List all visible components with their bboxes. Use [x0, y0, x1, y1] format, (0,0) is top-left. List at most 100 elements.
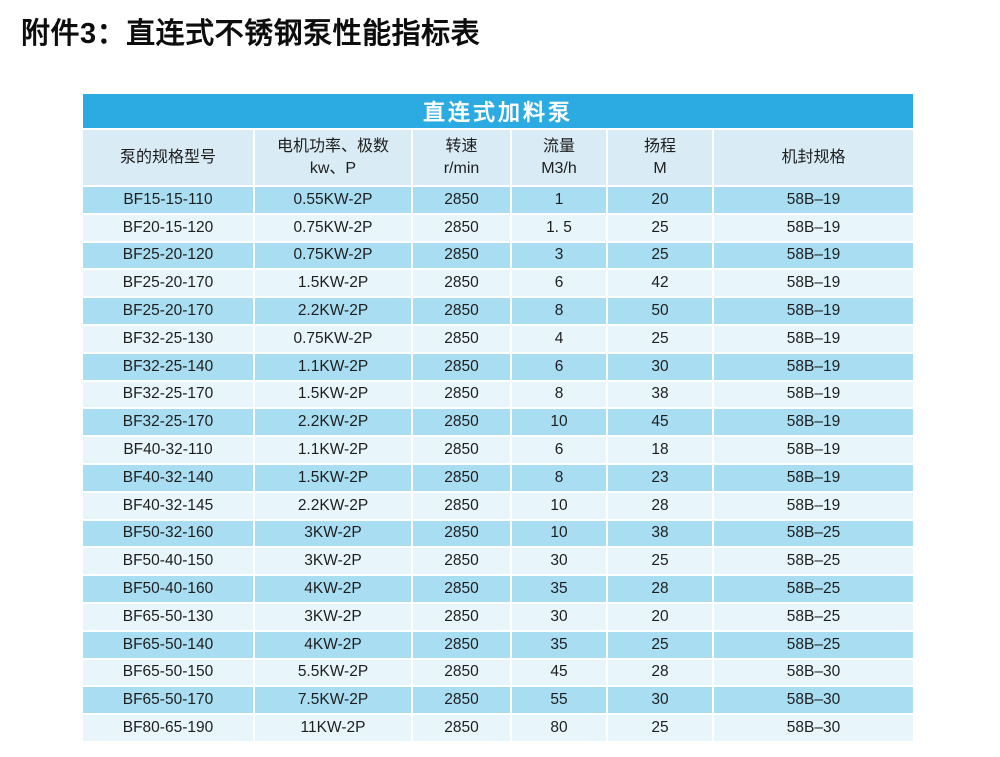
- cell-power: 1.5KW-2P: [255, 381, 411, 408]
- cell-flow: 1: [512, 187, 606, 213]
- cell-power: 3KW-2P: [255, 520, 411, 547]
- cell-head: 25: [608, 715, 712, 741]
- column-header-label: 扬程: [643, 137, 676, 155]
- cell-head: 25: [608, 242, 712, 269]
- cell-speed: 2850: [413, 409, 510, 436]
- cell-head: 38: [608, 520, 712, 547]
- cell-power: 3KW-2P: [255, 603, 411, 630]
- cell-seal: 58B–25: [714, 576, 913, 602]
- cell-model: BF50-40-160: [83, 576, 253, 602]
- cell-speed: 2850: [413, 325, 510, 352]
- cell-power: 2.2KW-2P: [255, 409, 411, 436]
- cell-power: 11KW-2P: [255, 715, 411, 741]
- column-header-sublabel: M: [653, 159, 667, 177]
- cell-head: 25: [608, 325, 712, 352]
- cell-power: 0.55KW-2P: [255, 187, 411, 213]
- cell-flow: 8: [512, 298, 606, 324]
- cell-speed: 2850: [413, 242, 510, 269]
- cell-speed: 2850: [413, 270, 510, 297]
- cell-flow: 10: [512, 492, 606, 519]
- cell-seal: 58B–25: [714, 548, 913, 575]
- cell-power: 1.5KW-2P: [255, 270, 411, 297]
- cell-head: 25: [608, 548, 712, 575]
- cell-seal: 58B–25: [714, 603, 913, 630]
- cell-flow: 80: [512, 715, 606, 741]
- cell-model: BF40-32-145: [83, 492, 253, 519]
- cell-seal: 58B–19: [714, 353, 913, 380]
- cell-flow: 35: [512, 631, 606, 658]
- cell-flow: 6: [512, 353, 606, 380]
- cell-power: 0.75KW-2P: [255, 242, 411, 269]
- column-header-sublabel: r/min: [443, 159, 480, 177]
- cell-speed: 2850: [413, 687, 510, 714]
- cell-speed: 2850: [413, 492, 510, 519]
- cell-speed: 2850: [413, 603, 510, 630]
- cell-power: 4KW-2P: [255, 576, 411, 602]
- cell-power: 5.5KW-2P: [255, 659, 411, 686]
- cell-seal: 58B–19: [714, 242, 913, 269]
- page-title: 附件3：直连式不锈钢泵性能指标表: [21, 18, 481, 50]
- cell-seal: 58B–30: [714, 659, 913, 686]
- cell-flow: 6: [512, 270, 606, 297]
- cell-speed: 2850: [413, 520, 510, 547]
- cell-power: 2.2KW-2P: [255, 298, 411, 324]
- cell-seal: 58B–19: [714, 464, 913, 491]
- cell-head: 25: [608, 631, 712, 658]
- cell-model: BF25-20-170: [83, 270, 253, 297]
- cell-seal: 58B–19: [714, 214, 913, 241]
- column-header-power: 电机功率、极数 kw、P: [255, 130, 411, 185]
- cell-head: 20: [608, 187, 712, 213]
- column-header-speed: 转速 r/min: [413, 130, 510, 185]
- column-header-label: 转速: [445, 137, 478, 155]
- cell-flow: 8: [512, 464, 606, 491]
- cell-head: 45: [608, 409, 712, 436]
- cell-model: BF32-25-170: [83, 381, 253, 408]
- cell-head: 50: [608, 298, 712, 324]
- cell-speed: 2850: [413, 576, 510, 602]
- cell-seal: 58B–30: [714, 687, 913, 714]
- cell-flow: 1. 5: [512, 214, 606, 241]
- cell-speed: 2850: [413, 715, 510, 741]
- cell-flow: 35: [512, 576, 606, 602]
- column-header-label: 泵的规格型号: [119, 148, 216, 166]
- cell-model: BF32-25-170: [83, 409, 253, 436]
- cell-head: 28: [608, 492, 712, 519]
- cell-seal: 58B–19: [714, 187, 913, 213]
- cell-seal: 58B–19: [714, 381, 913, 408]
- cell-seal: 58B–19: [714, 298, 913, 324]
- cell-seal: 58B–19: [714, 270, 913, 297]
- cell-power: 0.75KW-2P: [255, 214, 411, 241]
- pump-spec-table: 直连式加料泵 泵的规格型号 电机功率、极数 kw、P 转速 r/min 流量 M3/h 扬程 M…: [83, 94, 913, 741]
- cell-seal: 58B–19: [714, 437, 913, 463]
- cell-speed: 2850: [413, 298, 510, 324]
- cell-head: 18: [608, 437, 712, 463]
- cell-speed: 2850: [413, 187, 510, 213]
- cell-power: 1.5KW-2P: [255, 464, 411, 491]
- cell-model: BF80-65-190: [83, 715, 253, 741]
- cell-model: BF15-15-110: [83, 187, 253, 213]
- cell-speed: 2850: [413, 464, 510, 491]
- cell-power: 1.1KW-2P: [255, 437, 411, 463]
- cell-head: 28: [608, 659, 712, 686]
- cell-model: BF40-32-110: [83, 437, 253, 463]
- cell-flow: 4: [512, 325, 606, 352]
- cell-speed: 2850: [413, 214, 510, 241]
- cell-model: BF65-50-170: [83, 687, 253, 714]
- cell-flow: 8: [512, 381, 606, 408]
- cell-power: 7.5KW-2P: [255, 687, 411, 714]
- cell-power: 4KW-2P: [255, 631, 411, 658]
- cell-speed: 2850: [413, 659, 510, 686]
- cell-seal: 58B–25: [714, 631, 913, 658]
- cell-head: 20: [608, 603, 712, 630]
- cell-seal: 58B–30: [714, 715, 913, 741]
- column-header-model: 泵的规格型号: [83, 130, 253, 185]
- cell-speed: 2850: [413, 437, 510, 463]
- cell-flow: 45: [512, 659, 606, 686]
- cell-flow: 10: [512, 520, 606, 547]
- cell-speed: 2850: [413, 353, 510, 380]
- column-header-label: 机封规格: [781, 148, 846, 166]
- column-header-sublabel: kw、P: [309, 159, 357, 177]
- cell-power: 0.75KW-2P: [255, 325, 411, 352]
- cell-head: 23: [608, 464, 712, 491]
- cell-model: BF65-50-140: [83, 631, 253, 658]
